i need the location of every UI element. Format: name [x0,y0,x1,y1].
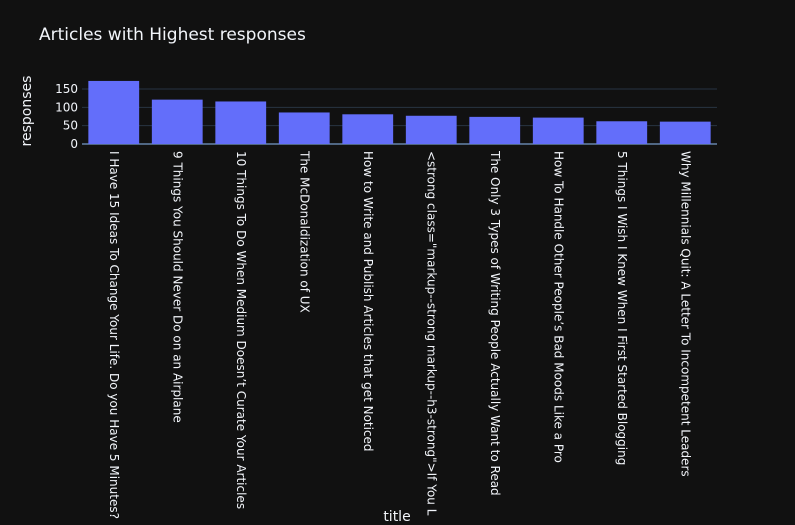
x-tick-label: How to Write and Publish Articles that g… [361,151,375,452]
bars [88,80,711,144]
bar-6[interactable] [405,115,457,144]
y-tick-label: 100 [55,100,78,114]
x-tick-label: 10 Things To Do When Medium Doesn’t Cura… [234,151,248,509]
bar-2[interactable] [151,99,203,144]
x-tick-label: I Have 15 Ideas To Change Your Life. Do … [107,151,121,519]
bar-10[interactable] [659,121,711,144]
bar-8[interactable] [532,117,584,144]
bar-9[interactable] [596,121,648,144]
x-tick-label: The Only 3 Types of Writing People Actua… [488,150,502,496]
x-tick-label: 9 Things You Should Never Do on an Airpl… [170,151,184,423]
x-tick-label: How To Handle Other People’s Bad Moods L… [551,151,565,463]
bar-5[interactable] [342,114,394,144]
chart-title: Articles with Highest responses [39,25,306,45]
x-tick-label: The McDonaldization of UX [297,150,311,313]
bar-1[interactable] [88,80,140,144]
y-tick-label: 50 [63,119,78,133]
bar-4[interactable] [278,112,330,144]
y-axis-title: responses [19,76,35,147]
y-axis-ticks: 0 50 100 150 [55,82,78,151]
y-tick-label: 150 [55,82,78,96]
y-tick-label: 0 [70,137,78,151]
x-tick-label: 5 Things I Wish I Knew When I First Star… [615,151,629,465]
bar-7[interactable] [469,116,521,144]
x-axis-ticks: I Have 15 Ideas To Change Your Life. Do … [107,150,693,519]
bar-3[interactable] [215,101,267,144]
x-tick-label: <strong class="markup--strong markup--h3… [424,151,438,516]
x-axis-title: title [383,509,410,525]
x-tick-label: Why Millennials Quit: A Letter To Incomp… [678,151,692,477]
